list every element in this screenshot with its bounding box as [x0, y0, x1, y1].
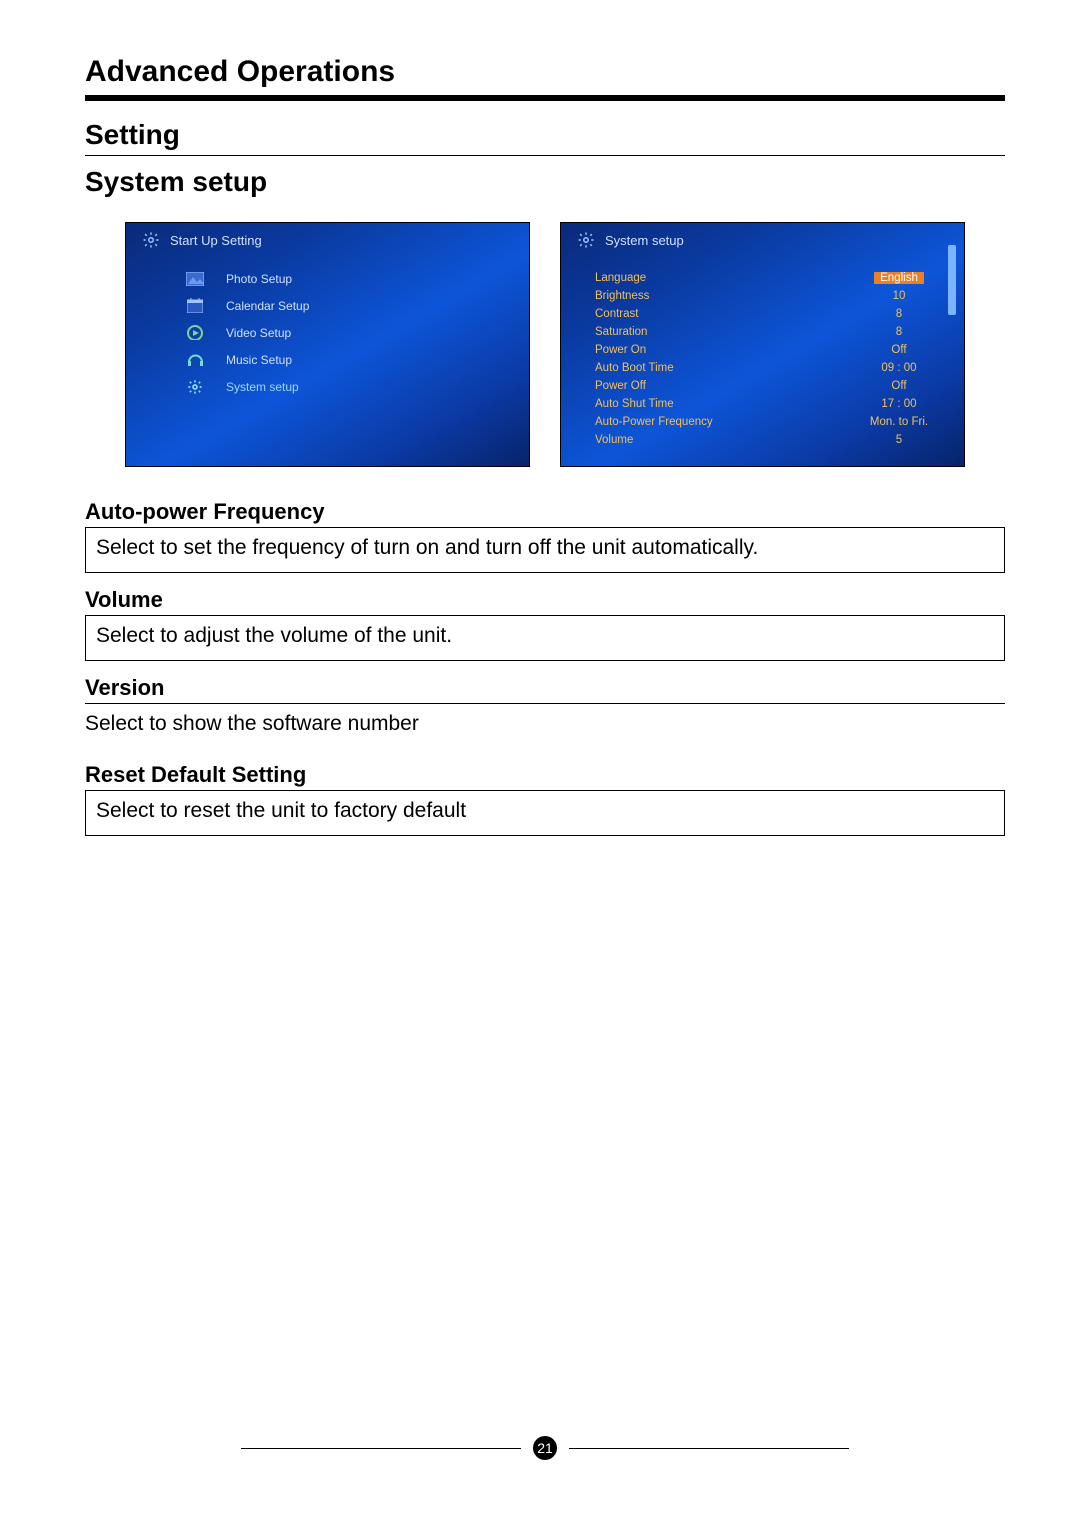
- scrollbar-thumb[interactable]: [948, 245, 956, 315]
- music-icon: [186, 352, 204, 368]
- section-body: Select to show the software number: [85, 704, 1005, 748]
- setting-label: Auto-Power Frequency: [595, 416, 854, 428]
- shot-title: System setup: [605, 233, 684, 248]
- shot-header: System setup: [561, 223, 964, 253]
- setting-label: Language: [595, 272, 854, 284]
- menu-item-calendar[interactable]: Calendar Setup: [186, 292, 529, 319]
- section-heading: Volume: [85, 587, 1005, 616]
- setting-value: Mon. to Fri.: [854, 416, 944, 428]
- setting-row-contrast[interactable]: Contrast 8: [595, 305, 944, 323]
- section-heading: Version: [85, 675, 1005, 704]
- setting-row-power-on[interactable]: Power On Off: [595, 341, 944, 359]
- shot-header: Start Up Setting: [126, 223, 529, 253]
- system-setup-table: Language English Brightness 10 Contrast …: [595, 269, 944, 449]
- startup-menu-list: Photo Setup Calendar Setup Video Setup M…: [186, 265, 529, 400]
- section-version: Version Select to show the software numb…: [85, 675, 1005, 748]
- setting-value: 10: [854, 290, 944, 302]
- setting-label: Contrast: [595, 308, 854, 320]
- setting-value: Off: [854, 380, 944, 392]
- section-reset-default: Reset Default Setting Select to reset th…: [85, 762, 1005, 836]
- setting-row-saturation[interactable]: Saturation 8: [595, 323, 944, 341]
- screenshot-system-setup: System setup Language English Brightness…: [560, 222, 965, 467]
- section-body: Select to adjust the volume of the unit.: [85, 616, 1005, 661]
- gear-icon: [577, 231, 595, 249]
- setting-label: Brightness: [595, 290, 854, 302]
- footer-rule-left: [241, 1448, 521, 1449]
- heading-setting: Setting: [85, 119, 1005, 156]
- setting-value: 8: [854, 326, 944, 338]
- footer-rule-right: [569, 1448, 849, 1449]
- setting-label: Saturation: [595, 326, 854, 338]
- setting-label: Power Off: [595, 380, 854, 392]
- page-footer: 21: [85, 1436, 1005, 1460]
- menu-item-label: System setup: [226, 380, 299, 394]
- setting-row-brightness[interactable]: Brightness 10: [595, 287, 944, 305]
- page-number: 21: [533, 1436, 557, 1460]
- gear-icon: [186, 379, 204, 395]
- menu-item-photo[interactable]: Photo Setup: [186, 265, 529, 292]
- setting-value: English: [874, 272, 924, 284]
- setting-row-power-off[interactable]: Power Off Off: [595, 377, 944, 395]
- setting-row-language[interactable]: Language English: [595, 269, 944, 287]
- setting-value: 8: [854, 308, 944, 320]
- setting-label: Volume: [595, 434, 854, 446]
- setting-label: Auto Shut Time: [595, 398, 854, 410]
- heading-system-setup: System setup: [85, 166, 1005, 198]
- section-volume: Volume Select to adjust the volume of th…: [85, 587, 1005, 661]
- section-heading: Reset Default Setting: [85, 762, 1005, 791]
- setting-value: 09 : 00: [854, 362, 944, 374]
- section-body: Select to set the frequency of turn on a…: [85, 528, 1005, 573]
- shot-title: Start Up Setting: [170, 233, 262, 248]
- setting-row-auto-boot-time[interactable]: Auto Boot Time 09 : 00: [595, 359, 944, 377]
- menu-item-label: Calendar Setup: [226, 299, 309, 313]
- setting-value: Off: [854, 344, 944, 356]
- screenshots-row: Start Up Setting Photo Setup Calendar Se…: [125, 222, 965, 467]
- menu-item-video[interactable]: Video Setup: [186, 319, 529, 346]
- page-title: Advanced Operations: [85, 55, 1005, 101]
- setting-value: 5: [854, 434, 944, 446]
- screenshot-startup-setting: Start Up Setting Photo Setup Calendar Se…: [125, 222, 530, 467]
- setting-row-volume[interactable]: Volume 5: [595, 431, 944, 449]
- calendar-icon: [186, 298, 204, 314]
- photo-icon: [186, 271, 204, 287]
- setting-row-auto-shut-time[interactable]: Auto Shut Time 17 : 00: [595, 395, 944, 413]
- setting-label: Power On: [595, 344, 854, 356]
- menu-item-label: Photo Setup: [226, 272, 292, 286]
- section-heading: Auto-power Frequency: [85, 499, 1005, 528]
- setting-label: Auto Boot Time: [595, 362, 854, 374]
- setting-value: 17 : 00: [854, 398, 944, 410]
- section-auto-power-frequency: Auto-power Frequency Select to set the f…: [85, 499, 1005, 573]
- setting-row-auto-power-frequency[interactable]: Auto-Power Frequency Mon. to Fri.: [595, 413, 944, 431]
- menu-item-label: Video Setup: [226, 326, 291, 340]
- menu-item-music[interactable]: Music Setup: [186, 346, 529, 373]
- video-icon: [186, 325, 204, 341]
- menu-item-system[interactable]: System setup: [186, 373, 529, 400]
- menu-item-label: Music Setup: [226, 353, 292, 367]
- section-body: Select to reset the unit to factory defa…: [85, 791, 1005, 836]
- gear-icon: [142, 231, 160, 249]
